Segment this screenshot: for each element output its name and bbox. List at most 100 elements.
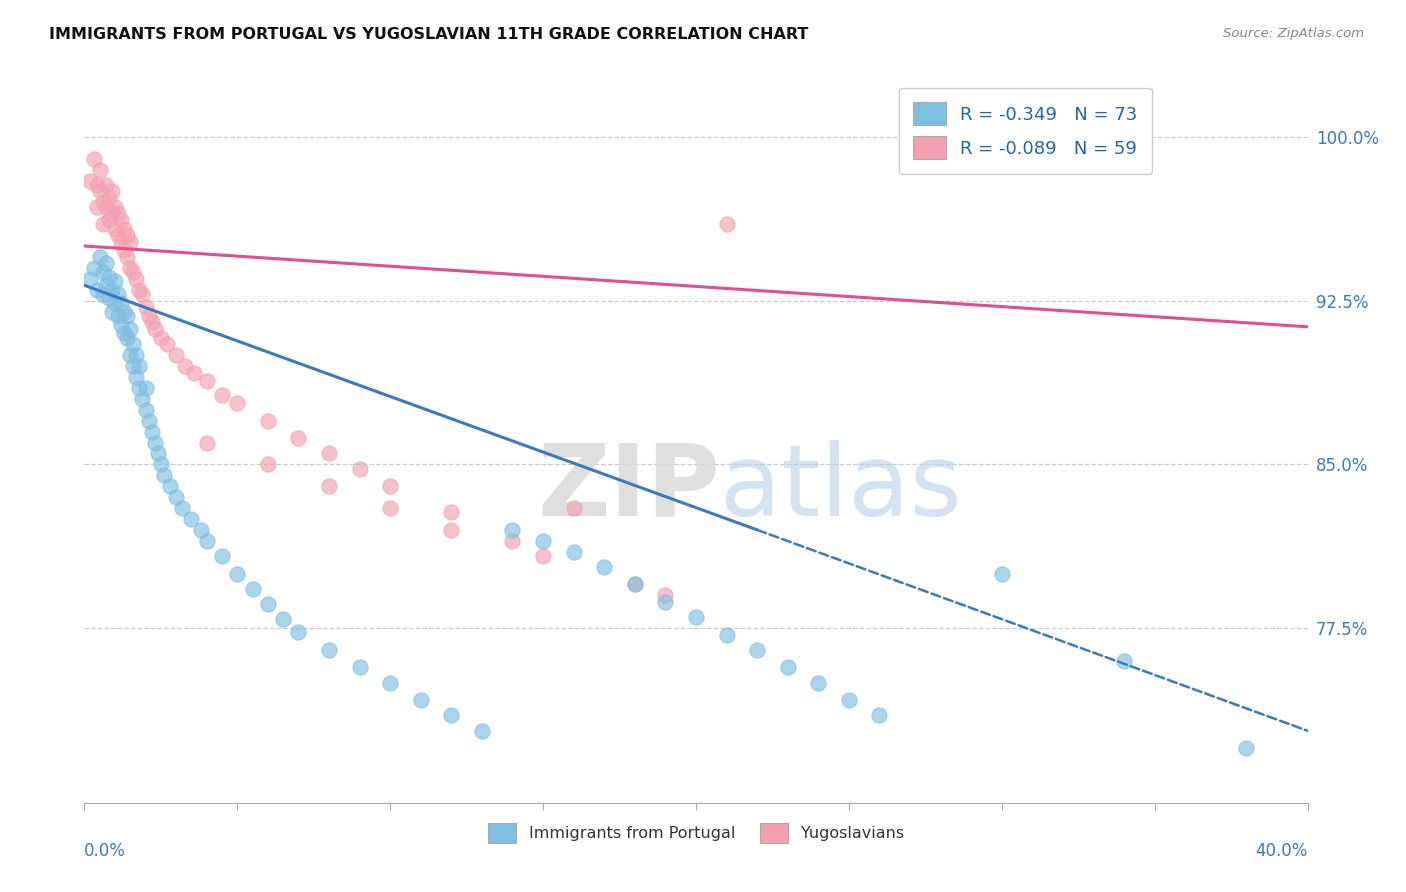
Point [349,461,371,475]
Point [143,322,166,336]
Point [146,446,169,460]
Point [318,446,340,460]
Point [101,185,124,199]
Point [104,221,127,235]
Point [156,337,179,351]
Point [110,212,132,227]
Point [141,425,163,439]
Point [128,283,150,297]
Point [112,304,135,318]
Point [91,217,114,231]
Point [107,309,129,323]
Point [685,610,707,624]
Point [180,512,202,526]
Point [94,256,117,270]
Point [86,178,108,192]
Point [531,549,554,563]
Point [112,221,135,235]
Point [991,566,1014,581]
Point [107,228,129,243]
Point [271,612,294,626]
Point [79,173,101,187]
Point [91,195,114,210]
Point [211,549,233,563]
Point [257,414,280,428]
Point [318,479,340,493]
Point [183,366,205,380]
Point [138,309,160,323]
Point [112,244,135,258]
Point [110,295,132,310]
Point [716,217,738,231]
Point [83,152,105,166]
Point [86,283,108,297]
Point [135,402,157,417]
Point [380,479,402,493]
Point [135,300,157,314]
Point [747,643,769,657]
Point [380,675,402,690]
Point [91,287,114,301]
Point [195,375,218,389]
Point [159,479,181,493]
Point [115,331,138,345]
Point [122,337,145,351]
Point [1114,654,1136,668]
Point [120,260,142,275]
Text: atlas: atlas [720,440,962,537]
Point [440,708,463,723]
Point [776,660,799,674]
Point [409,693,432,707]
Point [807,675,830,690]
Legend: Immigrants from Portugal, Yugoslavians: Immigrants from Portugal, Yugoslavians [481,816,911,850]
Point [115,309,138,323]
Point [190,523,212,537]
Point [120,348,142,362]
Point [149,331,172,345]
Point [165,490,187,504]
Point [125,370,148,384]
Point [115,250,138,264]
Point [128,381,150,395]
Point [101,206,124,220]
Point [716,628,738,642]
Point [110,318,132,332]
Point [89,250,111,264]
Point [242,582,264,596]
Point [149,458,172,472]
Point [89,185,111,199]
Point [122,265,145,279]
Point [869,708,891,723]
Point [226,566,249,581]
Point [174,359,197,373]
Point [211,387,233,401]
Point [153,468,176,483]
Point [165,348,187,362]
Point [131,392,153,406]
Point [83,260,105,275]
Point [195,533,218,548]
Point [226,396,249,410]
Text: 40.0%: 40.0% [1256,842,1308,860]
Point [562,501,585,516]
Point [195,435,218,450]
Point [624,577,647,591]
Point [502,533,524,548]
Point [471,723,494,738]
Point [654,588,676,602]
Point [125,348,148,362]
Point [593,560,616,574]
Point [94,200,117,214]
Point [107,287,129,301]
Point [97,292,120,306]
Point [94,278,117,293]
Point [89,162,111,177]
Text: 0.0%: 0.0% [84,842,127,860]
Point [112,326,135,341]
Point [104,274,127,288]
Point [172,501,194,516]
Point [502,523,524,537]
Point [115,228,138,243]
Point [94,178,117,192]
Point [110,235,132,249]
